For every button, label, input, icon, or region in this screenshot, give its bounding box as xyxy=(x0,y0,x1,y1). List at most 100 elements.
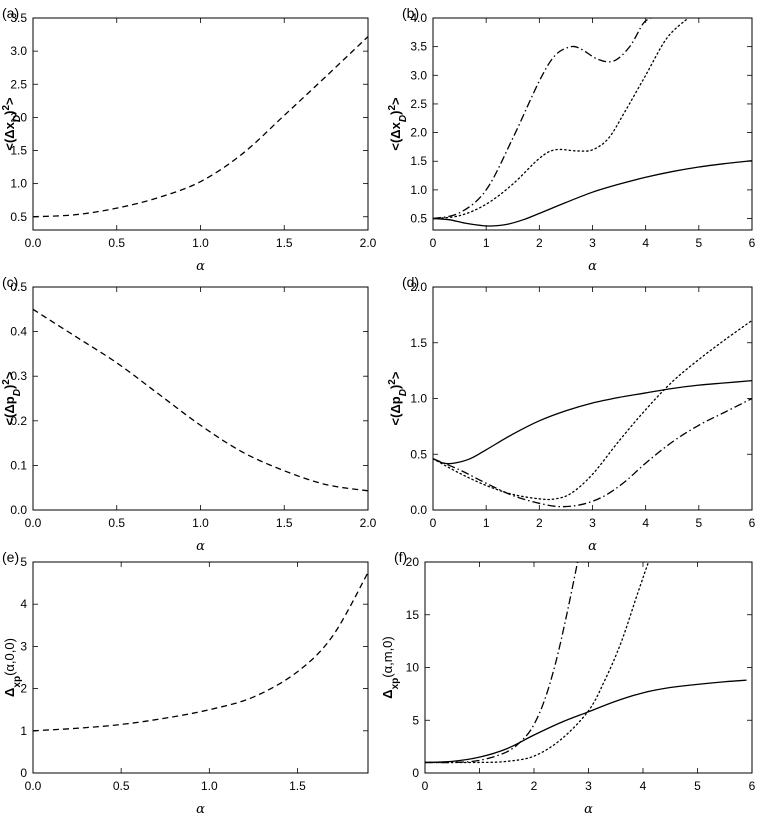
y-tick-label: 0.0 xyxy=(10,503,27,517)
panel-label: (c) xyxy=(2,274,18,290)
x-tick-label: 5 xyxy=(695,516,702,530)
panel-f: 0 1 2 3 4 5 6 0 5 10 15 20(f) α Δxp(α,m,0) xyxy=(380,549,756,817)
panel-a: 0.0 0.5 1.0 1.5 2.0 0.5 1.0 1.5 2.0 2.5 3.0 3.5(a) α… xyxy=(1,5,377,274)
y-tick-label: 0 xyxy=(412,766,419,780)
series-line-dashed xyxy=(33,36,368,218)
x-tick-label: 4 xyxy=(642,236,649,250)
plot-frame xyxy=(32,17,369,231)
y-tick-label: 0.4 xyxy=(10,325,27,339)
x-axis-label: α xyxy=(196,539,205,554)
x-tick-label: 0.5 xyxy=(113,779,130,793)
y-tick-label: 3 xyxy=(20,639,27,653)
panel-c: 0.0 0.5 1.0 1.5 2.00.00.10.20.30.40.5(c)α<(Δ… xyxy=(1,274,377,554)
y-tick-label: 20 xyxy=(406,555,420,569)
y-tick-label: 1.5 xyxy=(410,336,427,350)
y-tick-label: 2.5 xyxy=(410,97,427,111)
series-group xyxy=(33,36,368,218)
x-tick-label: 2.0 xyxy=(360,516,377,530)
x-tick-label: 1 xyxy=(483,236,490,250)
y-axis-label-text: Δxp(α,m,0) xyxy=(380,636,401,698)
plot-frame xyxy=(432,286,753,511)
panel-e: 0.0 0.5 1.0 1.5 0 1 2 3 4 5(e) α Δxp(α,0,0) xyxy=(2,549,369,817)
y-tick-label: 0.5 xyxy=(10,280,27,294)
series-line-dashed xyxy=(33,572,368,732)
x-tick-label: 0.5 xyxy=(108,516,125,530)
y-axis-label-panel-e: Δxp(α,0,0) xyxy=(2,638,23,697)
y-tick-label: 2 xyxy=(20,682,27,696)
y-tick-label: 2.0 xyxy=(410,126,427,140)
y-axis-label-text: <(ΔpD)2> xyxy=(1,371,23,425)
x-tick-label: 2.0 xyxy=(360,236,377,250)
x-tick-label: 2 xyxy=(536,236,543,250)
y-tick-label: 0.5 xyxy=(410,212,427,226)
panel-d: 0 1 2 3 4 5 6 0.0 0.5 1.0 1.5 2.0(d) α <(ΔpD)2> xyxy=(387,274,756,554)
plot-frame xyxy=(432,17,753,231)
y-tick-label: 3.0 xyxy=(410,68,427,82)
plot-frame xyxy=(32,561,369,774)
panel-label: (e) xyxy=(2,549,19,565)
x-tick-label: 0.5 xyxy=(108,236,125,250)
x-tick-label: 1 xyxy=(476,779,483,793)
y-axis-label-text: Δxp(α,0,0) xyxy=(2,638,23,697)
y-tick-label: 0.1 xyxy=(10,458,27,472)
y-tick-label: 0.5 xyxy=(10,210,27,224)
x-axis-label: α xyxy=(196,802,205,817)
x-tick-label: 2 xyxy=(536,516,543,530)
x-tick-label: 3 xyxy=(589,516,596,530)
x-axis-label: α xyxy=(588,259,597,274)
y-tick-label: 15 xyxy=(406,608,420,622)
y-axis-label-text: <(ΔxD)2> xyxy=(1,97,23,151)
x-tick-label: 0 xyxy=(430,236,437,250)
y-tick-label: 1.0 xyxy=(410,183,427,197)
y-axis-label-panel-d: <(ΔpD)2> xyxy=(387,371,409,425)
y-tick-label: 2.5 xyxy=(10,77,27,91)
y-axis-label-panel-c: <(ΔpD)2> xyxy=(1,371,23,425)
x-tick-label: 3 xyxy=(589,236,596,250)
series-line-dotted xyxy=(425,561,650,764)
series-line-dashdot xyxy=(425,561,579,764)
y-tick-label: 4 xyxy=(20,597,27,611)
y-axis-label-panel-b: <(ΔxD)2> xyxy=(387,97,409,151)
y-tick-label: 0.2 xyxy=(10,414,27,428)
x-tick-label: 1.0 xyxy=(192,516,209,530)
series-line-solid xyxy=(433,160,752,227)
series-line-dashed xyxy=(33,308,368,492)
plot-frame xyxy=(32,286,369,511)
series-group xyxy=(433,17,752,227)
x-tick-label: 3 xyxy=(585,779,592,793)
y-tick-label: 1.0 xyxy=(10,177,27,191)
y-axis-label-panel-a: <(ΔxD)2> xyxy=(1,97,23,151)
y-tick-label: 2.0 xyxy=(10,110,27,124)
y-tick-label: 2.0 xyxy=(410,280,427,294)
series-group xyxy=(33,308,368,492)
y-tick-label: 10 xyxy=(406,661,420,675)
series-line-dashdot xyxy=(433,17,652,220)
x-tick-label: 5 xyxy=(694,779,701,793)
y-tick-label: 0 xyxy=(20,766,27,780)
y-tick-label: 3.0 xyxy=(10,44,27,58)
x-tick-label: 1.0 xyxy=(201,779,218,793)
y-tick-label: 1 xyxy=(20,724,27,738)
y-tick-label: 0.5 xyxy=(410,447,427,461)
y-tick-label: 1.5 xyxy=(410,154,427,168)
x-axis-label: α xyxy=(584,802,593,817)
y-tick-label: 5 xyxy=(20,555,27,569)
series-line-dashdot xyxy=(433,397,752,508)
y-tick-label: 1.5 xyxy=(10,144,27,158)
series-group xyxy=(425,561,747,764)
y-tick-label: 0.3 xyxy=(10,369,27,383)
series-line-solid xyxy=(433,380,752,465)
panel-label: (a) xyxy=(2,5,19,21)
y-tick-label: 3.5 xyxy=(410,40,427,54)
x-axis-label: α xyxy=(196,259,205,274)
series-line-dotted xyxy=(433,17,689,220)
x-tick-label: 1.5 xyxy=(289,779,306,793)
y-axis-label-text: <(ΔxD)2> xyxy=(387,97,409,151)
x-tick-label: 1.5 xyxy=(276,236,293,250)
series-line-solid xyxy=(425,679,747,764)
x-tick-label: 6 xyxy=(749,236,756,250)
x-tick-label: 5 xyxy=(695,236,702,250)
y-tick-label: 4.0 xyxy=(410,11,427,25)
x-tick-label: 4 xyxy=(642,516,649,530)
